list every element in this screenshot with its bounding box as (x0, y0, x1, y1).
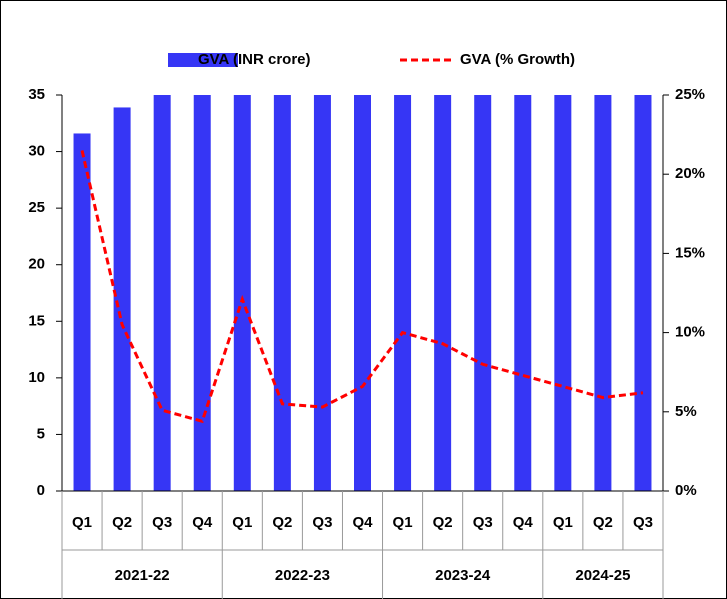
x-tick-label: Q1 (72, 514, 92, 531)
line (80, 150, 644, 424)
group-label: 2023-24 (435, 567, 491, 584)
x-tick-label: Q4 (352, 514, 373, 531)
bar (73, 133, 91, 491)
y2-tick-label: 25% (675, 86, 705, 103)
y2-tick-label: 5% (675, 403, 697, 420)
x-tick-label: Q1 (232, 514, 252, 531)
x-tick-label: Q4 (513, 514, 534, 531)
bar (514, 95, 532, 491)
x-tick-label: Q2 (433, 514, 453, 531)
legend-label: GVA (% Growth) (460, 51, 575, 68)
bar (554, 95, 572, 491)
y2-tick-label: 15% (675, 244, 705, 261)
bar (634, 95, 652, 491)
bar (474, 95, 492, 491)
bar (233, 95, 251, 491)
group-label: 2022-23 (275, 567, 330, 584)
x-tick-label: Q3 (633, 514, 653, 531)
bar (273, 95, 291, 491)
y-tick-label: 25 (28, 199, 45, 216)
bar (153, 95, 171, 491)
y2-tick-label: 0% (675, 482, 697, 499)
group-label: 2024-25 (575, 567, 630, 584)
x-tick-label: Q3 (152, 514, 172, 531)
y2-tick-label: 10% (675, 324, 705, 341)
bar (394, 95, 412, 491)
x-tick-label: Q1 (393, 514, 413, 531)
bar (354, 95, 371, 491)
y-tick-label: 35 (28, 86, 45, 103)
y-tick-label: 20 (28, 256, 45, 273)
y-tick-label: 0 (37, 482, 45, 499)
legend-swatch (168, 53, 238, 67)
bar (313, 95, 331, 491)
y-tick-label: 10 (28, 369, 45, 386)
x-tick-label: Q3 (312, 514, 332, 531)
x-tick-label: Q2 (593, 514, 613, 531)
y-tick-label: 30 (28, 143, 45, 160)
y2-tick-label: 20% (675, 165, 705, 182)
bar (193, 95, 211, 491)
x-tick-label: Q4 (192, 514, 213, 531)
legend-label: GVA (INR crore) (198, 51, 311, 68)
x-tick-label: Q1 (553, 514, 573, 531)
y-tick-label: 5 (37, 425, 45, 442)
bar (434, 95, 452, 491)
x-tick-label: Q3 (473, 514, 493, 531)
x-tick-label: Q2 (272, 514, 292, 531)
bar (113, 107, 131, 492)
bar (594, 95, 612, 491)
x-tick-label: Q2 (112, 514, 132, 531)
y-tick-label: 15 (28, 312, 45, 329)
group-label: 2021-22 (115, 567, 170, 584)
